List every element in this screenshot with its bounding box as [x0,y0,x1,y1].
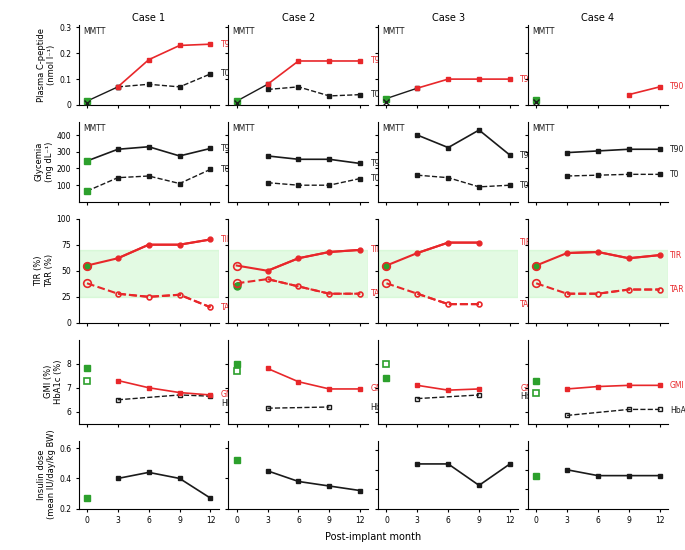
Text: T0: T0 [371,174,380,183]
Text: GMI: GMI [670,381,685,390]
Bar [528,250,668,297]
Text: T90: T90 [670,82,684,91]
Text: T0: T0 [670,170,680,179]
Text: TAR: TAR [221,302,236,312]
Text: GMI: GMI [221,390,236,399]
Text: T90: T90 [221,40,235,48]
Text: T0: T0 [221,165,230,174]
Y-axis label: Glycemia
(mg dL⁻¹): Glycemia (mg dL⁻¹) [34,141,53,182]
Text: T90: T90 [371,57,385,65]
Text: TAR: TAR [371,289,385,298]
Text: TIR: TIR [670,251,682,260]
Text: TIR: TIR [221,235,233,244]
Text: MMTT: MMTT [382,27,405,36]
Bar [79,250,219,297]
Text: T0: T0 [221,69,230,79]
Text: TAR: TAR [670,285,684,294]
Y-axis label: Insulin dose
(mean IU/day/kg BW): Insulin dose (mean IU/day/kg BW) [37,430,56,519]
Title: Case 1: Case 1 [132,13,165,23]
Title: Case 2: Case 2 [282,13,315,23]
Text: T90: T90 [520,151,534,160]
Title: Case 4: Case 4 [582,13,614,23]
Text: T90: T90 [670,145,684,154]
Text: HbA1c: HbA1c [670,406,685,415]
Text: T90: T90 [371,159,385,168]
Text: MMTT: MMTT [382,124,405,133]
Text: TAR: TAR [520,300,535,309]
Text: MMTT: MMTT [233,27,255,36]
Bar [229,250,369,297]
Text: GMI: GMI [520,384,535,393]
Text: MMTT: MMTT [233,124,255,133]
Text: MMTT: MMTT [83,124,105,133]
Text: Post-implant month: Post-implant month [325,532,421,542]
Text: TIR: TIR [371,245,383,255]
Text: T0: T0 [520,181,530,190]
Text: MMTT: MMTT [83,27,105,36]
Text: HbA1c: HbA1c [371,403,395,411]
Text: T90: T90 [520,75,534,84]
Text: HbA1c: HbA1c [221,399,245,408]
Y-axis label: Plasma C-peptide
(nmol l⁻¹): Plasma C-peptide (nmol l⁻¹) [37,28,56,102]
Bar [378,250,518,297]
Y-axis label: TIR (%)
TAR (%): TIR (%) TAR (%) [34,254,54,287]
Title: Case 3: Case 3 [432,13,464,23]
Text: MMTT: MMTT [532,27,555,36]
Text: GMI: GMI [371,384,385,393]
Text: TIR: TIR [520,238,532,247]
Text: T90: T90 [221,144,235,153]
Text: HbA1c: HbA1c [520,392,545,401]
Text: T0: T0 [371,90,380,99]
Text: MMTT: MMTT [532,124,555,133]
Y-axis label: GMI (%)
HbA1c (%): GMI (%) HbA1c (%) [44,360,64,404]
